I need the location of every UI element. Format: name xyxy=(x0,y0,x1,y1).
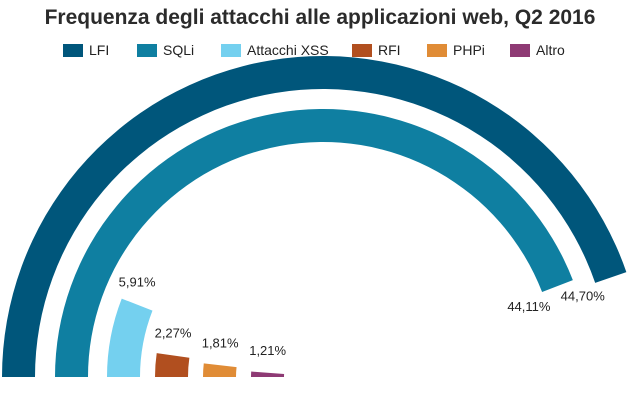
legend-swatch-rfi xyxy=(352,43,372,57)
legend: LFI SQLi Attacchi XSS RFI PHPi Altro xyxy=(0,42,640,64)
legend-swatch-altro xyxy=(510,43,530,57)
legend-label-phpi: PHPi xyxy=(453,42,485,58)
arc-bar-attacchi-xss xyxy=(107,298,153,377)
legend-swatch-xss xyxy=(221,43,241,57)
legend-label-altro: Altro xyxy=(536,42,565,58)
legend-item-altro: Altro xyxy=(510,42,565,58)
arc-bar-rfi xyxy=(155,353,190,377)
legend-label-lfi: LFI xyxy=(89,42,110,58)
legend-item-phpi: PHPi xyxy=(427,42,485,58)
legend-swatch-phpi xyxy=(427,43,447,57)
arc-bar-sqli xyxy=(55,109,573,378)
arc-bar-lfi xyxy=(2,56,627,378)
chart-title: Frequenza degli attacchi alle applicazio… xyxy=(44,6,596,29)
value-label-lfi: 44,70% xyxy=(561,288,606,303)
value-label-phpi: 1,81% xyxy=(202,335,239,350)
value-label-rfi: 2,27% xyxy=(155,325,192,340)
value-label-layer: 44,70% 44,11% 5,91% 2,27% 1,81% 1,21% xyxy=(119,275,606,358)
value-label-altro: 1,21% xyxy=(249,343,286,358)
legend-swatch-lfi xyxy=(63,43,83,57)
legend-label-rfi: RFI xyxy=(378,42,401,58)
arc-bar-phpi xyxy=(203,363,237,377)
legend-item-rfi: RFI xyxy=(352,42,401,58)
legend-label-sqli: SQLi xyxy=(163,42,195,58)
legend-label-xss: Attacchi XSS xyxy=(247,42,329,58)
legend-item-lfi: LFI xyxy=(63,42,109,58)
legend-swatch-sqli xyxy=(137,43,157,57)
value-label-sqli: 44,11% xyxy=(507,299,551,314)
legend-item-xss: Attacchi XSS xyxy=(221,42,329,58)
legend-item-sqli: SQLi xyxy=(137,42,194,58)
arc-bar-altro xyxy=(251,371,285,377)
arc-layer xyxy=(2,56,627,378)
value-label-attacchi-xss: 5,91% xyxy=(119,275,156,290)
